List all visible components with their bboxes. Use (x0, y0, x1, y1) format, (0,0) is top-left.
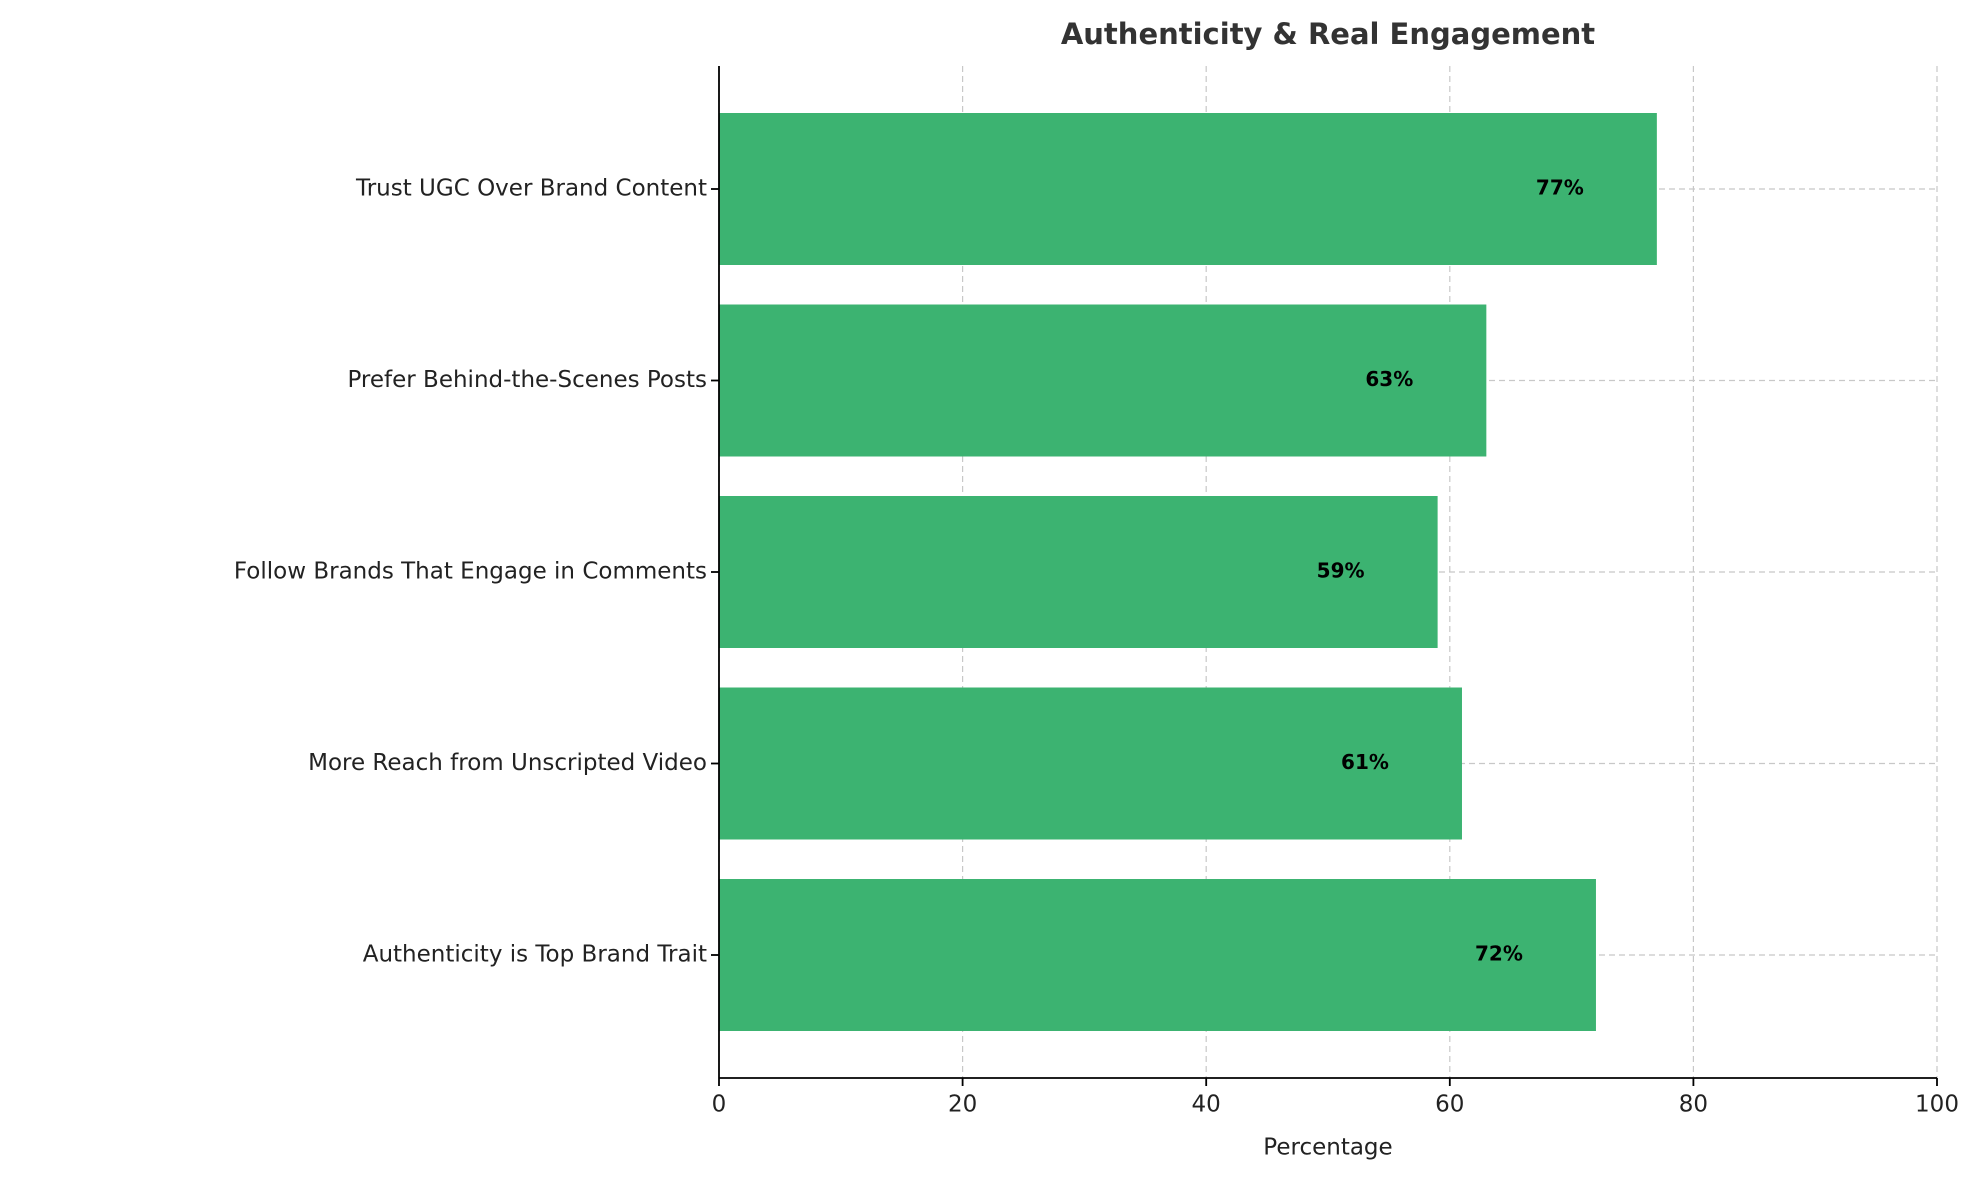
bar (719, 496, 1438, 648)
x-tick-label: 20 (948, 1092, 977, 1118)
x-tick-label: 60 (1435, 1092, 1464, 1118)
y-tick-label: More Reach from Unscripted Video (308, 750, 707, 776)
value-label: 77% (1536, 176, 1584, 200)
y-tick-label: Follow Brands That Engage in Comments (234, 559, 707, 585)
y-tick-label: Trust UGC Over Brand Content (355, 176, 707, 202)
value-label: 63% (1365, 367, 1413, 391)
bar (719, 687, 1462, 840)
chart-title: Authenticity & Real Engagement (1061, 17, 1595, 51)
value-label: 61% (1341, 750, 1389, 774)
x-tick-label: 40 (1192, 1092, 1221, 1118)
x-tick-label: 100 (1915, 1092, 1959, 1118)
bar (719, 304, 1487, 457)
value-label: 72% (1475, 942, 1523, 966)
y-tick-label: Authenticity is Top Brand Trait (363, 942, 707, 968)
bar (719, 879, 1596, 1031)
x-axis-label: Percentage (1263, 1135, 1392, 1161)
x-tick-label: 80 (1679, 1092, 1708, 1118)
x-tick-label: 0 (712, 1092, 727, 1118)
bar (719, 113, 1657, 265)
value-label: 59% (1317, 559, 1365, 583)
y-tick-label: Prefer Behind-the-Scenes Posts (347, 367, 707, 393)
